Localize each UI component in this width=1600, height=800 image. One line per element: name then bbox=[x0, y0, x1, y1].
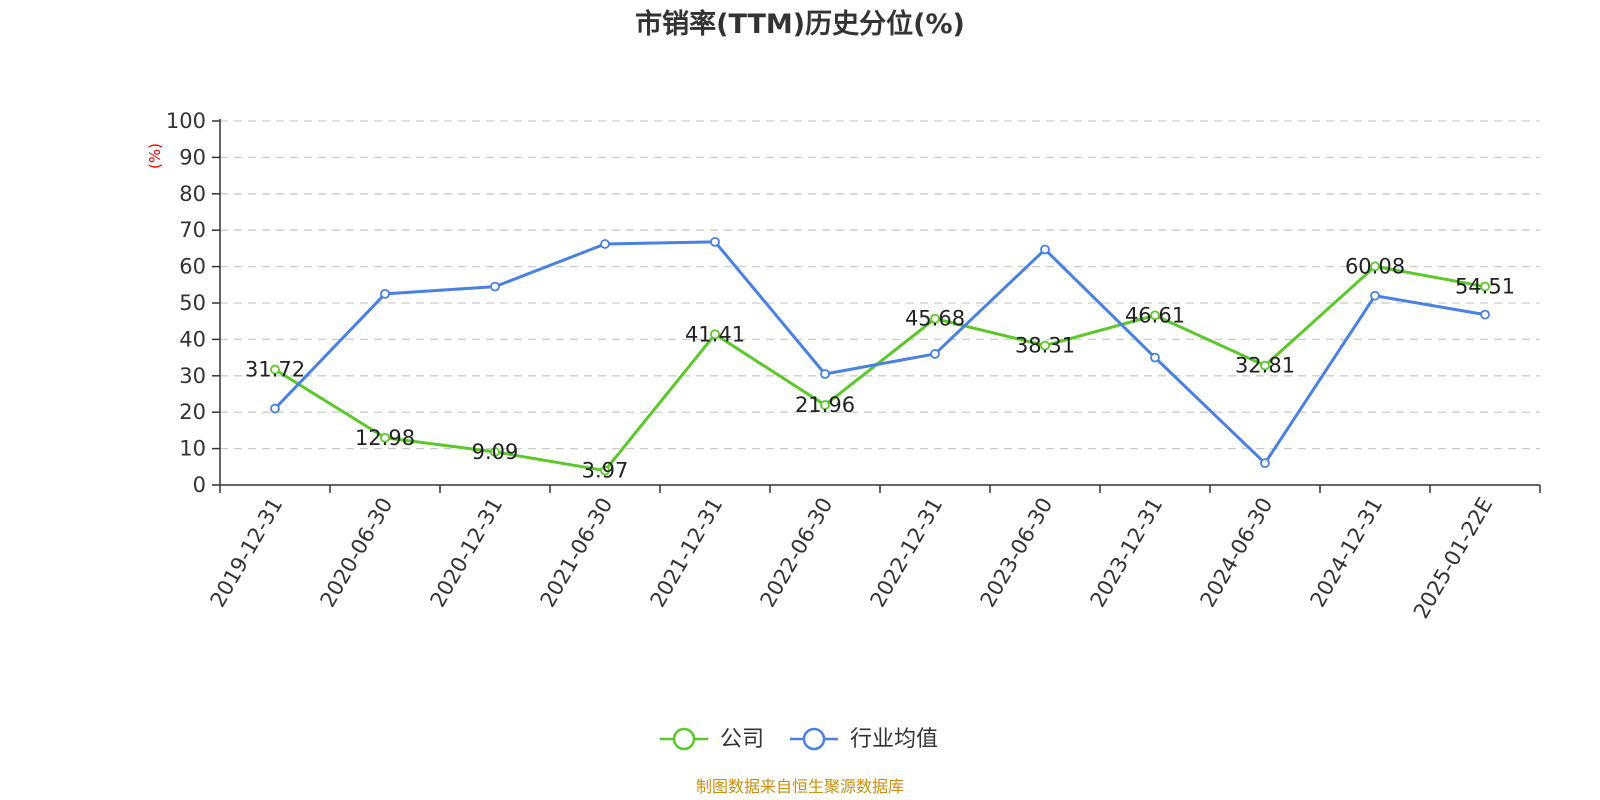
axes: 0 10 20 30 40 50 60 70 80 90 100 2019-12-31 2020-06-… bbox=[166, 109, 1541, 623]
data-point-industry-0 bbox=[270, 403, 280, 414]
data-point-company-9 bbox=[1260, 360, 1270, 371]
legend-item-company[interactable]: 公司 bbox=[660, 727, 764, 752]
data-label-company-8: 46.61 bbox=[1125, 303, 1185, 327]
y-tick-label-10: 10 bbox=[179, 437, 206, 461]
series-line-company bbox=[273, 264, 1487, 473]
data-point-industry-8 bbox=[1150, 352, 1160, 363]
data-point-company-10 bbox=[1370, 261, 1380, 272]
y-tick-label-30: 30 bbox=[179, 364, 206, 388]
data-point-company-11 bbox=[1480, 281, 1490, 292]
data-point-industry-7 bbox=[1040, 244, 1050, 255]
legend-industry-marker bbox=[802, 727, 826, 751]
data-label-company-7: 38.31 bbox=[1015, 334, 1075, 358]
data-point-company-1 bbox=[380, 432, 390, 443]
data-labels: 31.72 12.98 9.09 3.97 41.41 21.96 45.68 38.31 46… bbox=[245, 254, 1515, 482]
data-label-company-4: 41.41 bbox=[685, 322, 745, 346]
grid-lines bbox=[220, 120, 1540, 450]
data-point-company-0 bbox=[270, 364, 280, 375]
data-point-company-8 bbox=[1150, 310, 1160, 321]
data-source-note: 制图数据来自恒生聚源数据库 bbox=[696, 777, 904, 796]
legend-company-marker bbox=[672, 727, 696, 751]
data-label-company-0: 31.72 bbox=[245, 358, 305, 382]
y-tick-label-60: 60 bbox=[179, 255, 206, 279]
x-tick-label-2020-12-31: 2020-12-31 bbox=[426, 494, 508, 612]
x-tick-label-2024-12-31: 2024-12-31 bbox=[1306, 494, 1388, 612]
data-point-company-2 bbox=[490, 447, 500, 457]
x-tick-label-2021-06-30: 2021-06-30 bbox=[536, 494, 618, 612]
data-label-company-10: 60.08 bbox=[1345, 254, 1405, 278]
data-point-company-4 bbox=[710, 329, 720, 340]
data-point-industry-6 bbox=[930, 349, 940, 359]
data-point-industry-5 bbox=[820, 369, 830, 379]
data-label-company-11: 54.51 bbox=[1455, 275, 1515, 299]
y-tick-label-0: 0 bbox=[193, 473, 206, 497]
data-label-company-9: 32.81 bbox=[1235, 354, 1295, 378]
data-label-company-1: 12.98 bbox=[355, 426, 415, 450]
y-tick-label-50: 50 bbox=[179, 291, 206, 315]
series-lines bbox=[270, 236, 1490, 476]
series-line-industry bbox=[273, 240, 1487, 465]
data-point-industry-3 bbox=[600, 239, 610, 249]
y-tick-label-90: 90 bbox=[179, 145, 206, 169]
data-label-company-6: 45.68 bbox=[905, 307, 965, 331]
legend-company-label: 公司 bbox=[720, 727, 764, 752]
x-tick-label-2021-12-31: 2021-12-31 bbox=[646, 494, 728, 612]
x-tick-label-2019-12-31: 2019-12-31 bbox=[206, 494, 288, 612]
x-tick-label-2020-06-30: 2020-06-30 bbox=[316, 494, 398, 612]
y-tick-label-40: 40 bbox=[179, 327, 206, 351]
legend[interactable]: 公司 行业均值 bbox=[660, 727, 938, 752]
data-point-company-5 bbox=[820, 400, 830, 410]
data-point-company-6 bbox=[930, 313, 940, 324]
data-point-industry-2 bbox=[490, 281, 500, 292]
data-label-company-5: 21.96 bbox=[795, 393, 855, 417]
y-tick-label-20: 20 bbox=[179, 400, 206, 424]
x-tick-label-2023-12-31: 2023-12-31 bbox=[1086, 494, 1168, 612]
legend-item-industry[interactable]: 行业均值 bbox=[790, 727, 938, 752]
data-label-company-2: 9.09 bbox=[472, 440, 519, 464]
data-point-industry-9 bbox=[1260, 458, 1270, 469]
data-point-industry-10 bbox=[1370, 290, 1380, 301]
x-tick-label-2023-06-30: 2023-06-30 bbox=[976, 494, 1058, 612]
y-tick-label-80: 80 bbox=[179, 182, 206, 206]
x-tick-label-2025-01-22E: 2025-01-22E bbox=[1409, 494, 1497, 623]
y-tick-label-70: 70 bbox=[179, 218, 206, 242]
x-tick-label-2022-06-30: 2022-06-30 bbox=[756, 494, 838, 612]
data-point-industry-4 bbox=[710, 236, 720, 247]
x-tick-label-2024-06-30: 2024-06-30 bbox=[1196, 494, 1278, 612]
data-point-company-7 bbox=[1040, 340, 1050, 351]
data-point-company-3 bbox=[600, 465, 610, 476]
y-axis-label: (%) bbox=[146, 143, 164, 169]
x-tick-label-2022-12-31: 2022-12-31 bbox=[866, 494, 948, 612]
chart-title: 市销率(TTM)历史分位(%) bbox=[635, 8, 965, 40]
legend-industry-label: 行业均值 bbox=[850, 727, 938, 752]
data-label-company-3: 3.97 bbox=[582, 459, 629, 483]
y-tick-label-100: 100 bbox=[166, 109, 206, 133]
data-point-industry-1 bbox=[380, 288, 390, 299]
data-point-industry-11 bbox=[1480, 309, 1490, 320]
